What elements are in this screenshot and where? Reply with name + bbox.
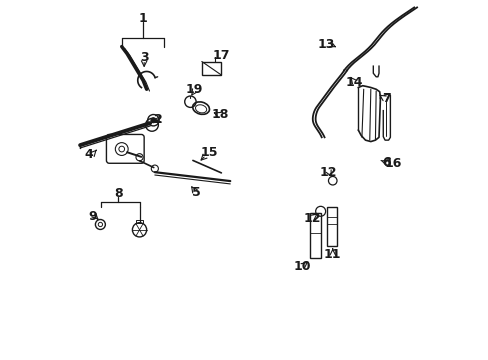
Bar xyxy=(202,62,221,75)
Text: 5: 5 xyxy=(192,186,201,199)
Text: 4: 4 xyxy=(84,148,93,161)
Bar xyxy=(310,213,320,257)
Text: 1: 1 xyxy=(139,12,147,24)
Text: 8: 8 xyxy=(114,187,122,200)
Text: 16: 16 xyxy=(384,157,401,170)
Text: 9: 9 xyxy=(88,210,96,223)
Circle shape xyxy=(151,118,156,123)
Text: 19: 19 xyxy=(185,83,203,96)
Text: 13: 13 xyxy=(317,37,334,50)
Text: 14: 14 xyxy=(345,76,362,89)
Text: 11: 11 xyxy=(324,248,341,261)
Text: 18: 18 xyxy=(211,108,228,121)
Bar xyxy=(136,220,143,224)
Text: 6: 6 xyxy=(381,157,389,170)
Text: 12: 12 xyxy=(319,166,336,179)
Text: 17: 17 xyxy=(212,49,230,62)
Text: 2: 2 xyxy=(154,113,163,126)
Text: 3: 3 xyxy=(140,51,148,64)
Bar xyxy=(327,207,336,246)
Text: 15: 15 xyxy=(200,146,217,159)
Text: 7: 7 xyxy=(381,93,390,105)
Text: 10: 10 xyxy=(293,260,311,273)
Text: 12: 12 xyxy=(303,212,320,225)
